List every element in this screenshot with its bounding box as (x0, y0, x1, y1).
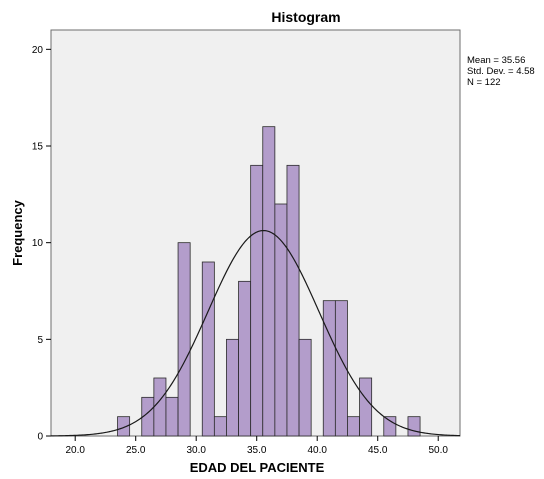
histogram-bar (383, 416, 397, 437)
histogram-bar (238, 280, 252, 437)
normal-curve (50, 229, 461, 437)
x-axis-label: EDAD DEL PACIENTE (190, 460, 325, 475)
histogram-bar (177, 242, 191, 437)
histogram-bar (359, 377, 373, 437)
y-tick-label: 0 (37, 432, 43, 443)
y-tick-label: 15 (32, 142, 44, 153)
x-axis: 20.0 25.0 30.0 35.0 40.0 45.0 50.0 (65, 436, 448, 456)
histogram-bar (153, 377, 167, 437)
histogram-bar (165, 396, 179, 437)
y-tick-label: 20 (32, 45, 44, 56)
histogram-bar (274, 203, 288, 437)
y-axis: 0 5 10 15 20 (32, 45, 51, 443)
chart-title: Histogram (271, 9, 340, 25)
histogram-bar (298, 338, 312, 437)
stats-std-dev: Std. Dev. = 4.58 (467, 66, 535, 77)
x-tick-label: 25.0 (126, 445, 146, 456)
y-tick-label: 10 (32, 238, 44, 249)
x-tick-label: 35.0 (247, 445, 267, 456)
histogram-bar (213, 416, 227, 437)
x-tick-label: 40.0 (307, 445, 327, 456)
histogram-bar (250, 164, 264, 437)
histogram-bar (334, 300, 348, 437)
y-axis-label: Frequency (10, 199, 25, 266)
histogram-bar (201, 261, 215, 437)
histogram-bar (322, 300, 336, 437)
histogram-bar (262, 126, 276, 437)
histogram-bar (407, 416, 421, 437)
x-tick-label: 45.0 (368, 445, 388, 456)
histogram-bar (286, 164, 300, 437)
stats-n: N = 122 (467, 77, 501, 88)
stats-mean: Mean = 35.56 (467, 55, 525, 66)
histogram-bar (117, 416, 131, 437)
x-tick-label: 20.0 (65, 445, 85, 456)
histogram-bar (226, 338, 239, 437)
x-tick-label: 50.0 (428, 445, 448, 456)
stats-box: Mean = 35.56 Std. Dev. = 4.58 N = 122 (467, 55, 535, 88)
histogram-bars (117, 126, 421, 437)
x-tick-label: 30.0 (186, 445, 206, 456)
histogram-bar (347, 416, 360, 437)
y-tick-label: 5 (37, 335, 43, 346)
